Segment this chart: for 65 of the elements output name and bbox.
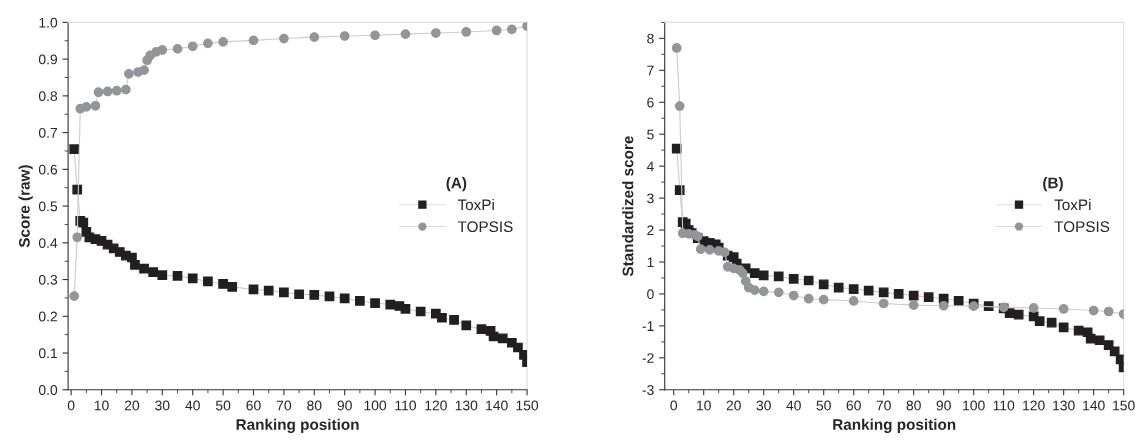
x-tick-label: 110 [993,400,1015,411]
x-tick-label: 30 [756,400,771,411]
y-tick-label: 0.5 [38,201,58,212]
x-tick-label: 100 [364,400,387,411]
y-tick-label: 0.2 [38,311,57,322]
x-tick-label: 120 [425,400,447,411]
x-tick-label: 130 [1053,400,1075,411]
x-tick-label: 40 [185,400,200,411]
x-axis-title: Ranking position [833,418,956,433]
x-tick-label: 60 [246,400,261,411]
y-tick-label: 1 [647,257,654,268]
x-axis-title: Ranking position [236,418,359,433]
x-tick-label: 100 [963,400,985,411]
y-tick-label: 0.0 [38,385,58,395]
x-tick-label: 70 [276,400,292,411]
x-tick-label: 110 [395,400,416,411]
x-tick-label: 140 [1083,400,1105,411]
x-tick-label: 150 [1113,400,1135,411]
x-tick-label: 80 [307,400,322,411]
y-tick-label: 7 [647,65,654,76]
legend-label: TOPSIS [1054,221,1110,233]
y-tick-label: 0.6 [38,164,58,175]
x-tick-label: 50 [816,400,831,411]
y-tick-label: 0.8 [38,91,58,102]
y-tick-label: 0.4 [38,238,58,248]
x-tick-label: 130 [455,400,478,411]
y-axis-title: Standardized score [622,136,634,277]
x-tick-label: 90 [936,400,951,411]
x-tick-label: 80 [906,400,921,411]
y-tick-label: 2 [647,225,654,236]
x-tick-label: 20 [124,400,140,411]
legend-title: (B) [1043,177,1063,192]
x-tick-label: 40 [786,400,801,411]
legend-label: ToxPi [457,198,494,211]
legend-label: ToxPi [1054,198,1091,211]
y-tick-label: 3 [647,193,654,204]
x-tick-label: 120 [1023,400,1045,411]
x-tick-label: 0 [67,400,75,411]
x-tick-label: 30 [155,400,170,411]
y-tick-label: -3 [642,385,654,395]
y-tick-label: 0.3 [38,274,58,285]
y-tick-label: -1 [642,321,654,331]
x-tick-label: 20 [726,400,741,411]
x-tick-label: 140 [486,400,508,411]
legend-label: TOPSIS [457,221,513,233]
y-tick-label: 0.7 [38,127,57,138]
y-tick-label: 8 [647,33,654,44]
x-tick-label: 150 [516,400,539,411]
y-tick-label: 5 [647,129,654,140]
y-tick-label: 1.0 [39,17,58,28]
y-axis-title: Score (raw) [18,165,33,248]
y-tick-label: 0.1 [38,348,58,359]
x-tick-label: 90 [337,400,352,411]
x-tick-label: 70 [876,400,891,411]
y-tick-label: 4 [646,161,654,172]
y-tick-label: 0.9 [38,54,58,65]
x-tick-label: 0 [670,400,678,411]
x-tick-label: 60 [846,400,861,411]
x-tick-label: 50 [215,400,231,411]
y-tick-label: 0 [647,289,654,300]
x-tick-label: 10 [697,400,711,411]
y-tick-label: -2 [642,353,654,363]
legend-title: (A) [446,177,467,192]
y-tick-label: 6 [647,97,654,108]
x-tick-label: 10 [94,400,109,411]
